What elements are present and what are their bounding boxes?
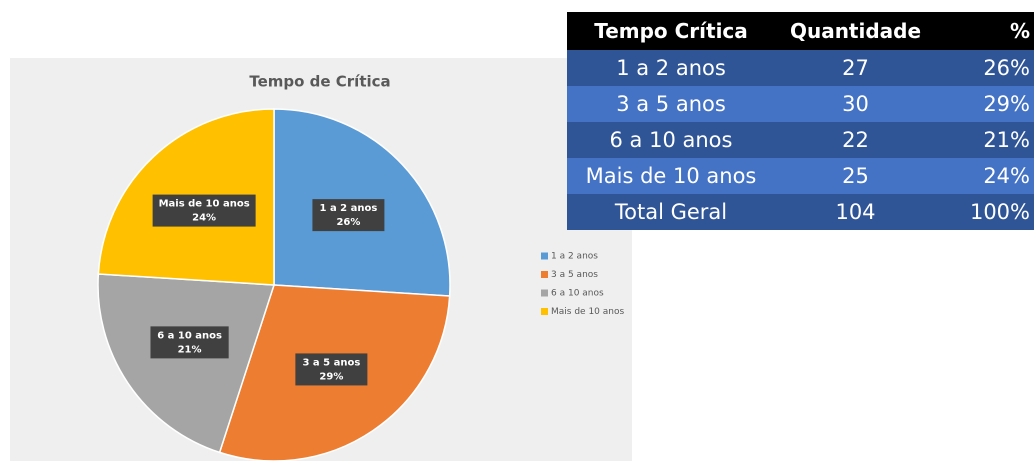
table-cell: 29% [936,86,1034,122]
table-row: 1 a 2 anos 27 26% [567,50,1034,86]
table-cell: 26% [936,50,1034,86]
table-cell: 21% [936,122,1034,158]
legend-label: 3 a 5 anos [551,270,598,280]
header-cell: Tempo Crítica [567,12,775,50]
legend-swatch [541,289,548,297]
data-label-value: 26% [336,217,360,228]
table-cell: 6 a 10 anos [567,122,775,158]
data-label: 6 a 10 anos 21% [150,326,229,359]
legend-label: 6 a 10 anos [551,289,604,299]
table-cell: 100% [936,194,1034,230]
data-label-value: 21% [178,344,202,355]
data-label-name: 1 a 2 anos [320,203,378,214]
header-row: Tempo Crítica Quantidade% [567,12,1034,50]
data-label-value: 24% [192,213,216,224]
legend-swatch [541,308,548,315]
legend-swatch [541,271,548,278]
data-label-name: 3 a 5 anos [302,357,360,368]
data-label-name: Mais de 10 anos [159,199,250,210]
table-row: Mais de 10 anos 25 24% [567,158,1034,194]
table-cell: Mais de 10 anos [567,158,775,194]
data-label: 1 a 2 anos 26% [312,199,385,232]
table-cell: 30 [775,86,936,122]
data-label-box [152,194,256,227]
table-cell: 24% [936,158,1034,194]
summary-table: Tempo Crítica Quantidade% 1 a 2 anos 27 26%… [567,12,1034,230]
data-label: Mais de 10 anos 24% [152,194,256,227]
table-cell: 25 [775,158,936,194]
legend-label: Mais de 10 anos [551,307,624,317]
table-row: Total Geral 104 100% [567,194,1034,230]
data-label-box [295,353,368,386]
table-cell: 27 [775,50,936,86]
table-row: 3 a 5 anos 30 29% [567,86,1034,122]
header-cell: Quantidade [775,12,936,50]
data-label-box [150,326,229,359]
legend-swatch [541,252,548,260]
data-label-box [312,199,385,232]
chart-title: Tempo de Crítica [249,73,390,91]
table-body: 1 a 2 anos 27 26% 3 a 5 anos 30 29% 6 a 10 ano… [567,50,1034,230]
table-cell: 1 a 2 anos [567,50,775,86]
data-label-value: 29% [319,371,343,382]
table-row: 6 a 10 anos 22 21% [567,122,1034,158]
legend-label: 1 a 2 anos [551,252,598,262]
table-cell: 104 [775,194,936,230]
pie-slice [97,273,276,454]
header-cell: % [936,12,1034,50]
data-label-name: 6 a 10 anos [157,330,222,341]
data-label: 3 a 5 anos 29% [295,353,368,386]
table-cell: 3 a 5 anos [567,86,775,122]
table-cell: 22 [775,122,936,158]
table-cell: Total Geral [567,194,775,230]
